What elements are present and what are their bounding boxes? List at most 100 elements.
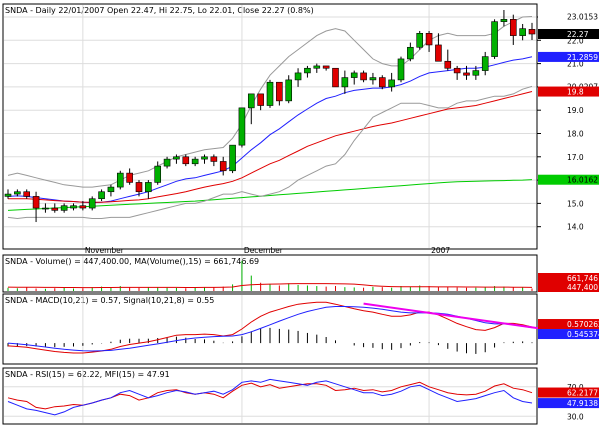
candle-body <box>238 107 246 146</box>
candle-body <box>51 207 59 211</box>
candle-body <box>294 72 302 81</box>
candle-body <box>173 156 180 160</box>
candle-body <box>369 77 377 81</box>
candle-body <box>88 198 96 209</box>
candle-body <box>276 81 283 102</box>
price-tick-label: 19.0 <box>567 106 584 115</box>
price-tick-label: 22.0 <box>567 36 584 45</box>
value-badge <box>538 11 599 22</box>
candle-body <box>472 70 480 76</box>
candle-body <box>481 56 489 71</box>
value-badge-label: 62.2177 <box>567 389 598 398</box>
candle-body <box>79 205 87 209</box>
month-label: November <box>85 246 125 255</box>
volume-panel: SNDA - Volume() = 447,400.00, MA(Volume(… <box>2 254 599 293</box>
candle-body <box>182 156 190 165</box>
candle-body <box>257 93 264 106</box>
candle-body <box>266 81 274 106</box>
candle-body <box>378 77 386 88</box>
candle-body <box>435 44 442 62</box>
value-badge-label: 0.570262 <box>567 320 600 329</box>
value-badge-label: 21.2859 <box>567 53 598 62</box>
candle-body <box>453 67 461 74</box>
candle-body <box>70 205 77 209</box>
value-badge-label: 0.545374 <box>567 330 600 339</box>
candle-body <box>341 77 349 88</box>
price-tick-label: 21.0 <box>567 60 584 69</box>
value-badge <box>538 51 599 62</box>
candle-body <box>116 172 124 188</box>
candle-body <box>360 72 367 81</box>
value-badge <box>538 329 599 340</box>
candle-body <box>491 21 498 57</box>
candle-body <box>210 156 218 162</box>
candle-body <box>397 58 405 81</box>
rsi-mfi-panel: SNDA - RSI(15) = 62.22, MFI(15) = 47.91 7… <box>2 367 599 425</box>
price-tick-label: 14.0 <box>567 223 584 232</box>
candle-body <box>407 46 414 60</box>
volume-ma-line <box>7 283 533 289</box>
price-line <box>7 85 533 220</box>
value-badge <box>538 282 599 292</box>
candle-body <box>332 67 339 88</box>
candle-body <box>135 182 143 193</box>
rsi-tick-label: 70.0 <box>567 383 584 392</box>
candle-body <box>519 28 526 36</box>
candle-body <box>500 19 508 22</box>
panel-title: SNDA - Daily 22/01/2007 Open 22.47, Hi 2… <box>5 6 314 15</box>
candle-body <box>247 93 255 109</box>
title-backdrop <box>4 5 536 15</box>
value-badge-label: 447,400 <box>567 283 598 292</box>
candle-body <box>107 186 115 193</box>
panel-title: SNDA - RSI(15) = 62.22, MFI(15) = 47.91 <box>5 370 170 379</box>
candle-body <box>42 207 49 210</box>
panel-title: SNDA - MACD(10,21) = 0.57, Signal(10,21,… <box>5 296 214 305</box>
title-backdrop <box>4 295 536 305</box>
rsi-mfi-line <box>7 378 533 416</box>
value-badge-label: 16.0162 <box>567 176 598 185</box>
value-badge <box>538 86 599 97</box>
price-panel: SNDA - Daily 22/01/2007 Open 22.47, Hi 2… <box>2 3 599 255</box>
price-tick-label: 18.0 <box>567 129 584 138</box>
candle-body <box>14 191 21 195</box>
candle-body <box>322 65 330 69</box>
candle-body <box>126 172 133 183</box>
month-label: December <box>244 246 284 255</box>
value-badge-label: 19.8 <box>567 88 584 97</box>
price-tick-label: 15.0 <box>567 199 584 208</box>
candle-body <box>163 158 171 167</box>
value-badge <box>538 398 599 409</box>
value-badge <box>538 28 599 39</box>
macd-trendline <box>363 302 543 330</box>
value-badge-label: 47.9138 <box>567 399 598 408</box>
value-badge <box>538 319 599 330</box>
month-label: 2007 <box>431 246 450 255</box>
candle-body <box>98 191 105 200</box>
candle-body <box>350 72 358 78</box>
value-badge-label: 22.27 <box>567 30 589 39</box>
value-badge <box>538 174 599 185</box>
candle-body <box>388 79 395 88</box>
macd-line <box>7 306 533 352</box>
candle-body <box>304 67 311 74</box>
candle-body <box>60 205 68 211</box>
candle-body <box>145 182 152 193</box>
candle-body <box>32 196 40 209</box>
candle-body <box>444 60 452 69</box>
candle-body <box>425 32 433 46</box>
macd-line <box>7 301 533 354</box>
title-backdrop <box>4 369 536 379</box>
candle-body <box>416 32 424 48</box>
value-badge <box>538 273 599 283</box>
candle-body <box>219 161 227 172</box>
candle-body <box>229 144 236 172</box>
candle-body <box>313 65 321 69</box>
price-line <box>7 16 533 188</box>
value-badge-label: 661,746 <box>567 274 598 283</box>
candle-body <box>154 165 162 183</box>
candle-body <box>201 156 208 160</box>
candle-body <box>528 29 536 35</box>
candle-body <box>285 79 293 102</box>
macd-panel: SNDA - MACD(10,21) = 0.57, Signal(10,21,… <box>2 293 600 365</box>
